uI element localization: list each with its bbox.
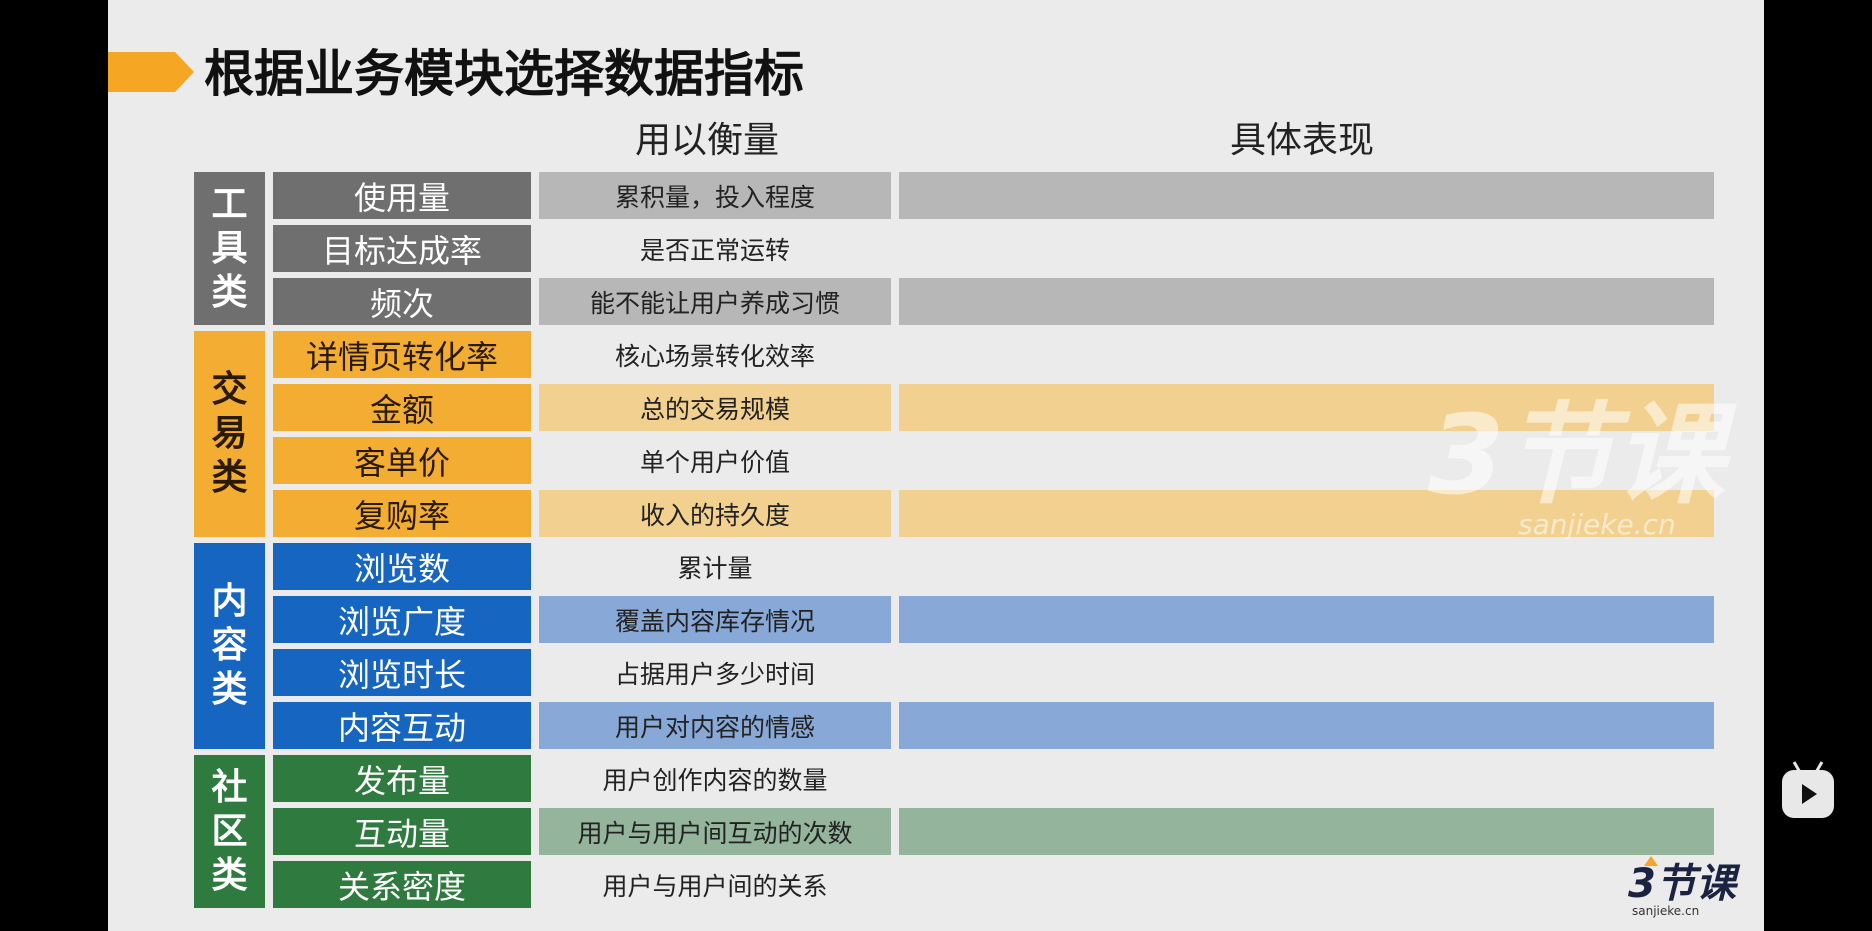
measure-cell: 累积量，投入程度 — [539, 172, 891, 219]
watermark-logo: 3节课 — [1428, 391, 1725, 519]
measure-cell: 用户与用户间互动的次数 — [539, 808, 891, 855]
column-header-detail: 具体表现 — [1229, 120, 1374, 161]
group-label-tool: 工具类 — [194, 172, 265, 325]
watermark-url: sanjieke.cn — [1518, 508, 1676, 541]
metric-cell: 目标达成率 — [273, 225, 531, 272]
title-arrow-icon — [108, 52, 194, 92]
table-row: 浏览广度 覆盖内容库存情况 — [273, 596, 1714, 643]
table-row: 内容互动 用户对内容的情感 — [273, 702, 1714, 749]
detail-cell — [899, 331, 1714, 378]
detail-cell — [899, 278, 1714, 325]
detail-cell — [899, 702, 1714, 749]
table-row: 客单价 单个用户价值 — [273, 437, 1714, 484]
metric-cell: 内容互动 — [273, 702, 531, 749]
metric-cell: 浏览时长 — [273, 649, 531, 696]
metric-cell: 详情页转化率 — [273, 331, 531, 378]
group-label-content: 内容类 — [194, 543, 265, 749]
metric-cell: 发布量 — [273, 755, 531, 802]
brand-logo: 3节课 sanjieke.cn — [1628, 856, 1738, 922]
measure-cell: 用户创作内容的数量 — [602, 765, 828, 795]
metric-cell: 复购率 — [273, 490, 531, 537]
measure-cell: 是否正常运转 — [639, 235, 790, 265]
measure-cell: 核心场景转化效率 — [614, 341, 815, 371]
measure-cell: 单个用户价值 — [639, 447, 790, 477]
measure-cell: 收入的持久度 — [539, 490, 891, 537]
play-icon — [1802, 784, 1817, 804]
column-header-measure: 用以衡量 — [634, 120, 779, 161]
group-rows: 浏览数 累计量 浏览广度 覆盖内容库存情况 浏览时长 占据用户多少时间 — [273, 543, 1714, 755]
group-tool: 工具类 使用量 累积量，投入程度 目标达成率 是否正常运转 频次 — [194, 172, 1714, 331]
bilibili-tv-icon[interactable] — [1782, 770, 1834, 818]
metric-cell: 浏览数 — [273, 543, 531, 590]
metric-cell: 客单价 — [273, 437, 531, 484]
table-row: 浏览数 累计量 — [273, 543, 1714, 590]
measure-cell: 能不能让用户养成习惯 — [539, 278, 891, 325]
group-rows: 发布量 用户创作内容的数量 互动量 用户与用户间互动的次数 关系密度 用户与用户… — [273, 755, 1714, 914]
group-social: 社区类 发布量 用户创作内容的数量 互动量 用户与用户间互动的次数 关系密度 — [194, 755, 1714, 914]
table-row: 详情页转化率 核心场景转化效率 — [273, 331, 1714, 378]
detail-cell — [899, 490, 1714, 537]
slide-title: 根据业务模块选择数据指标 — [204, 45, 804, 103]
measure-cell: 覆盖内容库存情况 — [539, 596, 891, 643]
table-row: 使用量 累积量，投入程度 — [273, 172, 1714, 219]
detail-cell — [899, 649, 1714, 696]
table-row: 金额 总的交易规模 — [273, 384, 1714, 431]
crown-icon — [1644, 856, 1658, 866]
detail-cell — [899, 596, 1714, 643]
group-rows: 详情页转化率 核心场景转化效率 金额 总的交易规模 客单价 单个用户价值 — [273, 331, 1714, 543]
group-content: 内容类 浏览数 累计量 浏览广度 覆盖内容库存情况 浏览时长 — [194, 543, 1714, 755]
group-rows: 使用量 累积量，投入程度 目标达成率 是否正常运转 频次 能不能让用户养成习惯 — [273, 172, 1714, 331]
metric-cell: 互动量 — [273, 808, 531, 855]
group-label-trade: 交易类 — [194, 331, 265, 537]
detail-cell — [899, 225, 1714, 272]
table-row: 互动量 用户与用户间互动的次数 — [273, 808, 1714, 855]
detail-cell — [899, 172, 1714, 219]
table-row: 浏览时长 占据用户多少时间 — [273, 649, 1714, 696]
table-row: 频次 能不能让用户养成习惯 — [273, 278, 1714, 325]
metric-cell: 金额 — [273, 384, 531, 431]
detail-cell — [899, 384, 1714, 431]
detail-cell — [899, 808, 1714, 855]
logo-text: 3节课 — [1628, 861, 1736, 907]
group-trade: 交易类 详情页转化率 核心场景转化效率 金额 总的交易规模 客单价 — [194, 331, 1714, 543]
metric-cell: 使用量 — [273, 172, 531, 219]
table-row: 发布量 用户创作内容的数量 — [273, 755, 1714, 802]
table-row: 目标达成率 是否正常运转 — [273, 225, 1714, 272]
table-row: 复购率 收入的持久度 — [273, 490, 1714, 537]
measure-cell: 总的交易规模 — [539, 384, 891, 431]
measure-cell: 占据用户多少时间 — [614, 659, 815, 689]
table-row: 关系密度 用户与用户间的关系 — [273, 861, 1714, 908]
detail-cell — [899, 543, 1714, 590]
metrics-table: 工具类 使用量 累积量，投入程度 目标达成率 是否正常运转 频次 — [194, 172, 1714, 914]
measure-cell: 累计量 — [677, 553, 753, 583]
detail-cell — [899, 755, 1714, 802]
measure-cell: 用户对内容的情感 — [539, 702, 891, 749]
detail-cell — [899, 861, 1714, 908]
group-label-social: 社区类 — [194, 755, 265, 908]
measure-cell: 用户与用户间的关系 — [602, 871, 828, 901]
slide: 根据业务模块选择数据指标 用以衡量 具体表现 工具类 使用量 累积量，投入程度 … — [108, 0, 1764, 931]
metric-cell: 频次 — [273, 278, 531, 325]
metric-cell: 浏览广度 — [273, 596, 531, 643]
logo-url: sanjieke.cn — [1632, 904, 1700, 918]
metric-cell: 关系密度 — [273, 861, 531, 908]
